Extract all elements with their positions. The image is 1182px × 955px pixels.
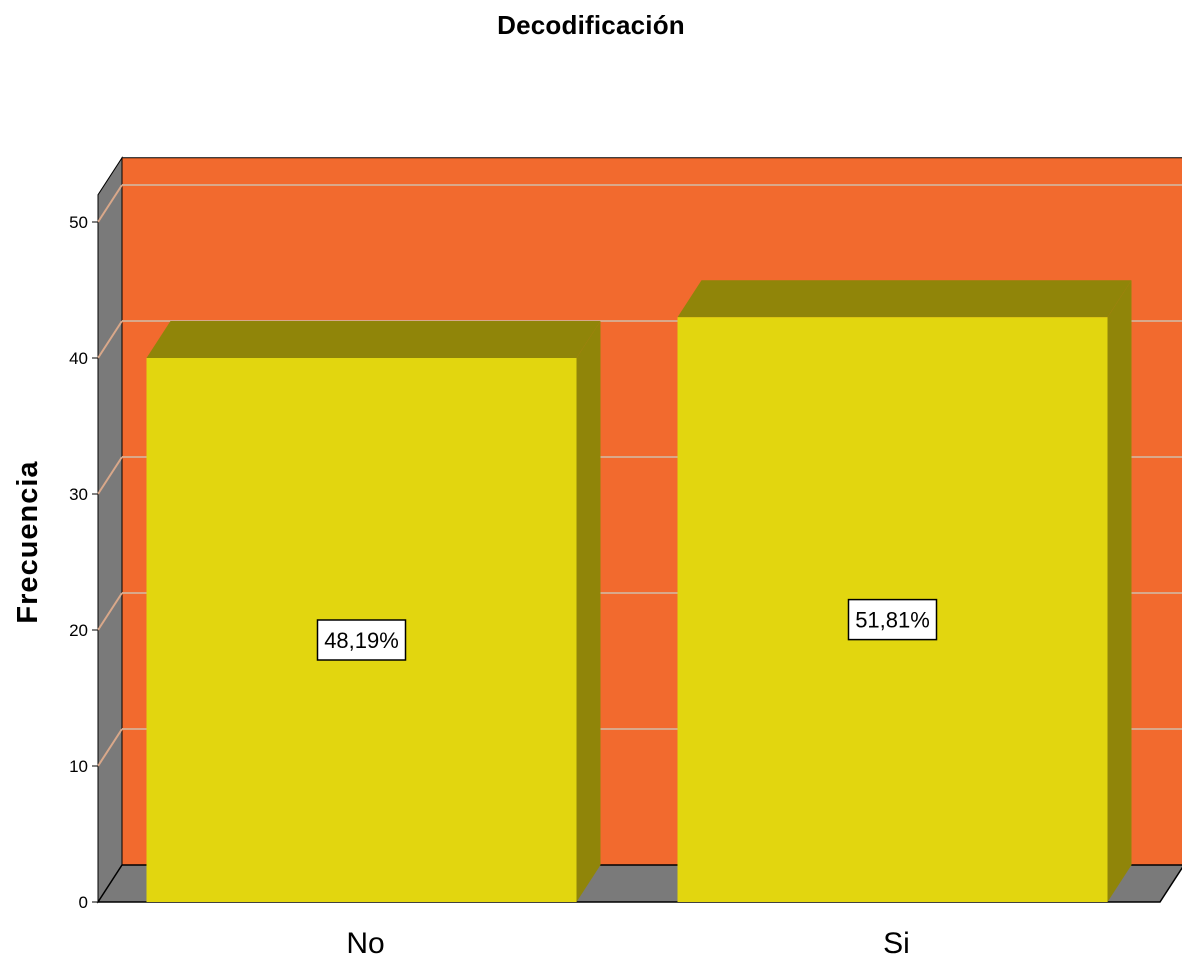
bars bbox=[146, 280, 1132, 902]
data-label-box bbox=[847, 598, 938, 641]
bar-side bbox=[576, 321, 601, 902]
x-axis: No Si bbox=[346, 927, 910, 955]
gridline-side bbox=[97, 456, 123, 495]
y-tick-label: 40 bbox=[69, 349, 88, 368]
bar-top bbox=[146, 321, 601, 358]
gridline-side bbox=[97, 320, 123, 359]
data-label: 48,19% bbox=[324, 628, 399, 653]
gridline-side bbox=[97, 728, 123, 767]
bar-side bbox=[1107, 280, 1132, 902]
data-label-box bbox=[316, 619, 407, 661]
y-axis: 0 10 20 30 40 50 bbox=[69, 213, 98, 912]
y-axis-title: Frecuencia bbox=[12, 460, 44, 623]
y-tick-label: 0 bbox=[79, 893, 88, 912]
y-tick-label: 50 bbox=[69, 213, 88, 232]
x-tick-label: Si bbox=[883, 927, 910, 955]
y-tick-label: 20 bbox=[69, 621, 88, 640]
gridline-side bbox=[97, 184, 123, 223]
y-tick-label: 30 bbox=[69, 485, 88, 504]
y-tick-label: 10 bbox=[69, 757, 88, 776]
gridline-side bbox=[97, 592, 123, 631]
chart-title: Decodificación bbox=[497, 10, 685, 40]
data-labels: 48,19% 51,81% bbox=[316, 598, 938, 661]
bar-top bbox=[677, 280, 1132, 318]
data-label: 51,81% bbox=[855, 608, 930, 633]
x-tick-label: No bbox=[346, 927, 384, 955]
side-wall bbox=[97, 156, 123, 904]
